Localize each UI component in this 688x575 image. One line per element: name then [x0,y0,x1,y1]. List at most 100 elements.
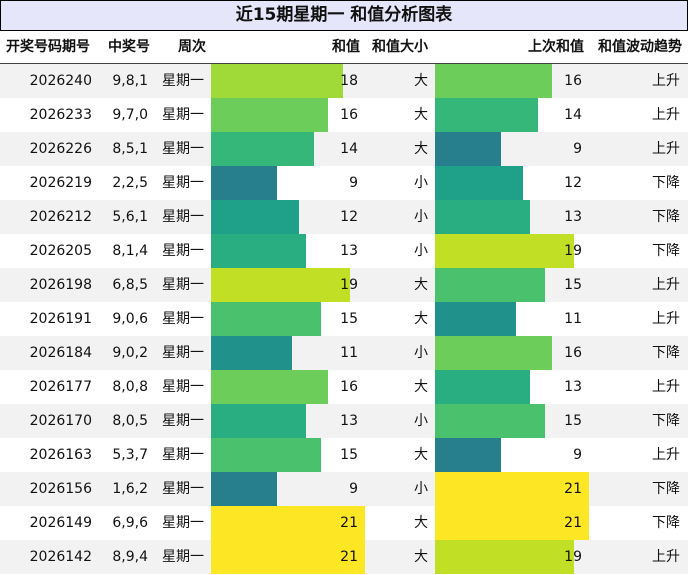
weekday-cell: 星期一 [162,481,204,497]
table-row: 2026170 8,0,5 星期一 13 小 15 下降 [0,404,688,438]
trend-cell: 下降 [652,243,680,259]
table-row: 2026149 6,9,6 星期一 21 大 21 下降 [0,506,688,540]
prev-sum-bar [435,234,575,268]
size-cell: 小 [414,413,428,429]
sum-bar [211,64,343,98]
weekday-cell: 星期一 [162,379,204,395]
sum-bar [211,132,314,166]
sum-bar [211,370,329,404]
size-cell: 小 [414,345,428,361]
table-row: 2026191 9,0,6 星期一 15 大 11 上升 [0,302,688,336]
prev-sum-value: 21 [564,515,582,531]
trend-cell: 上升 [652,73,680,89]
table-row: 2026233 9,7,0 星期一 16 大 14 上升 [0,98,688,132]
size-cell: 大 [414,141,428,157]
prev-sum-bar [435,370,531,404]
header-sum: 和值 [332,39,360,55]
table-row: 2026156 1,6,2 星期一 9 小 21 下降 [0,472,688,506]
prev-sum-value: 13 [564,379,582,395]
size-cell: 大 [414,107,428,123]
prev-sum-value: 21 [564,481,582,497]
sum-value: 14 [340,141,358,157]
prev-sum-value: 16 [564,345,582,361]
table-row: 2026212 5,6,1 星期一 12 小 13 下降 [0,200,688,234]
table-row: 2026184 9,0,2 星期一 11 小 16 下降 [0,336,688,370]
numbers-cell: 9,8,1 [112,73,148,89]
table-row: 2026205 8,1,4 星期一 13 小 19 下降 [0,234,688,268]
sum-value: 11 [340,345,358,361]
prev-sum-bar [435,336,553,370]
prev-sum-bar [435,268,545,302]
sum-value: 18 [340,73,358,89]
size-cell: 大 [414,277,428,293]
prev-sum-bar [435,404,545,438]
prev-sum-bar [435,438,501,472]
prev-sum-value: 12 [564,175,582,191]
table-row: 2026219 2,2,5 星期一 9 小 12 下降 [0,166,688,200]
prev-sum-value: 15 [564,277,582,293]
trend-cell: 下降 [652,209,680,225]
prev-sum-bar [435,98,538,132]
size-cell: 大 [414,515,428,531]
prev-sum-bar [435,472,589,506]
table-row: 2026177 8,0,8 星期一 16 大 13 上升 [0,370,688,404]
trend-cell: 上升 [652,311,680,327]
prev-sum-value: 9 [573,141,582,157]
trend-cell: 上升 [652,277,680,293]
trend-cell: 下降 [652,345,680,361]
size-cell: 小 [414,175,428,191]
sum-bar [211,98,329,132]
table-row: 2026240 9,8,1 星期一 18 大 16 上升 [0,64,688,98]
numbers-cell: 9,0,6 [112,311,148,327]
weekday-cell: 星期一 [162,515,204,531]
weekday-cell: 星期一 [162,549,204,565]
sum-bar [211,200,299,234]
period-cell: 2026149 [29,515,92,531]
size-cell: 大 [414,311,428,327]
prev-sum-bar [435,540,575,574]
trend-cell: 上升 [652,379,680,395]
sum-bar [211,166,277,200]
numbers-cell: 8,1,4 [112,243,148,259]
numbers-cell: 5,3,7 [112,447,148,463]
header-numbers: 中奖号 [108,39,150,55]
header-prev-sum: 上次和值 [528,39,584,55]
sum-value: 9 [349,175,358,191]
size-cell: 小 [414,243,428,259]
sum-value: 12 [340,209,358,225]
period-cell: 2026177 [29,379,92,395]
header-trend: 和值波动趋势 [598,39,682,55]
period-cell: 2026142 [29,549,92,565]
period-cell: 2026170 [29,413,92,429]
sum-value: 15 [340,447,358,463]
weekday-cell: 星期一 [162,277,204,293]
weekday-cell: 星期一 [162,311,204,327]
table-row: 2026226 8,5,1 星期一 14 大 9 上升 [0,132,688,166]
prev-sum-value: 9 [573,447,582,463]
sum-value: 21 [340,515,358,531]
numbers-cell: 9,0,2 [112,345,148,361]
numbers-cell: 2,2,5 [112,175,148,191]
period-cell: 2026205 [29,243,92,259]
table-row: 2026142 8,9,4 星期一 21 大 19 上升 [0,540,688,574]
weekday-cell: 星期一 [162,73,204,89]
prev-sum-bar [435,64,553,98]
prev-sum-value: 19 [564,243,582,259]
weekday-cell: 星期一 [162,141,204,157]
numbers-cell: 8,0,5 [112,413,148,429]
size-cell: 小 [414,209,428,225]
period-cell: 2026184 [29,345,92,361]
prev-sum-value: 15 [564,413,582,429]
trend-cell: 下降 [652,413,680,429]
numbers-cell: 8,5,1 [112,141,148,157]
prev-sum-bar [435,200,531,234]
trend-cell: 下降 [652,481,680,497]
sum-value: 13 [340,243,358,259]
prev-sum-bar [435,506,589,540]
period-cell: 2026212 [29,209,92,225]
trend-cell: 上升 [652,549,680,565]
size-cell: 大 [414,73,428,89]
sum-value: 15 [340,311,358,327]
sum-value: 13 [340,413,358,429]
size-cell: 大 [414,447,428,463]
